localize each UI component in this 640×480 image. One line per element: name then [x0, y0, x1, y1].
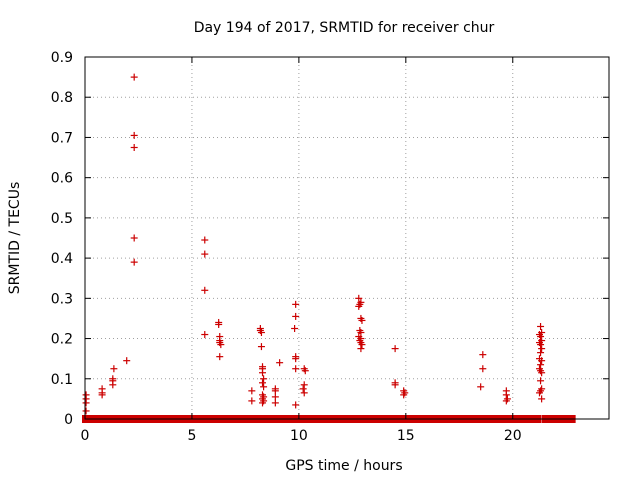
data-point: [130, 144, 138, 151]
data-point: [357, 329, 365, 337]
grid: [85, 57, 609, 419]
data-point: [271, 393, 279, 401]
data-point: [538, 345, 546, 353]
data-point: [291, 325, 299, 332]
y-tick-label: 0.5: [51, 211, 73, 227]
data-point: [537, 377, 545, 385]
data-point: [300, 389, 308, 397]
plot-frame: [84, 56, 610, 420]
data-point: [355, 302, 363, 310]
data-point: [259, 399, 267, 407]
data-point: [259, 379, 267, 387]
data-point: [479, 365, 487, 373]
data-point: [216, 353, 224, 361]
data-point: [502, 397, 510, 405]
data-point: [537, 322, 545, 330]
data-point: [271, 387, 279, 395]
data-point: [538, 395, 546, 403]
data-point: [201, 286, 209, 294]
x-tick-label: 0: [81, 428, 90, 444]
data-point: [260, 375, 268, 383]
y-axis-label: SRMTID / TECUs: [7, 182, 23, 295]
y-tick-label: 0.7: [51, 130, 73, 146]
data-point: [109, 375, 117, 383]
data-point: [98, 385, 106, 393]
data-point: [299, 385, 307, 393]
data-point: [217, 341, 225, 349]
data-point: [538, 357, 546, 365]
data-point: [292, 300, 300, 308]
data-point: [391, 345, 399, 353]
x-tick-label: 15: [397, 428, 415, 444]
data-point: [130, 234, 138, 242]
data-point: [358, 341, 366, 349]
x-tick-label: 5: [187, 428, 196, 444]
data-point: [477, 383, 485, 391]
x-tick-label: 20: [504, 428, 522, 444]
y-tick-label: 0.3: [51, 291, 73, 307]
data-point: [358, 316, 366, 324]
data-point: [257, 329, 265, 337]
data-point: [201, 331, 209, 339]
y-tick-label: 0.4: [51, 251, 73, 267]
data-points: [82, 73, 546, 415]
data-point: [292, 365, 300, 373]
y-tick-label: 0.9: [51, 50, 73, 66]
y-tick-label: 0: [64, 412, 73, 428]
y-tick-label: 0.8: [51, 90, 73, 106]
y-tick-label: 0.2: [51, 332, 73, 348]
data-point: [357, 345, 365, 353]
x-axis-label: GPS time / hours: [285, 458, 402, 474]
data-point: [537, 341, 545, 349]
data-point: [301, 367, 309, 375]
data-point: [276, 359, 284, 367]
data-point: [292, 355, 300, 363]
data-point: [391, 381, 399, 389]
data-point: [400, 391, 408, 399]
data-point: [502, 391, 510, 399]
data-point: [537, 361, 545, 369]
data-point: [259, 369, 267, 377]
data-point: [130, 131, 138, 139]
data-point: [110, 365, 118, 373]
data-point: [248, 397, 256, 405]
data-point: [479, 351, 487, 359]
data-point: [535, 389, 543, 397]
data-point: [355, 294, 363, 302]
data-point: [82, 391, 90, 399]
data-point: [248, 387, 256, 395]
x-tick-label: 10: [290, 428, 308, 444]
y-tick-label: 0.1: [51, 372, 73, 388]
data-point: [260, 383, 268, 391]
data-point: [271, 399, 279, 407]
data-point: [201, 250, 209, 258]
chart-title: Day 194 of 2017, SRMTID for receiver chu…: [194, 20, 495, 36]
data-point: [537, 349, 545, 357]
data-point: [538, 369, 546, 377]
data-point: [123, 357, 131, 365]
data-point: [215, 320, 223, 328]
data-point: [82, 407, 90, 415]
data-point: [257, 343, 265, 351]
data-point: [300, 381, 308, 389]
data-point: [130, 73, 138, 81]
axis-ticks: 0 0.1 0.2 0.3 0.4 0.5 0.6 0.7 0.8 0.9 0 5 10 15 20: [51, 50, 609, 444]
data-point: [537, 333, 545, 341]
data-point: [130, 258, 138, 266]
y-tick-label: 0.6: [51, 171, 73, 187]
data-point: [292, 312, 300, 320]
data-point: [292, 401, 300, 409]
data-point: [201, 236, 209, 244]
